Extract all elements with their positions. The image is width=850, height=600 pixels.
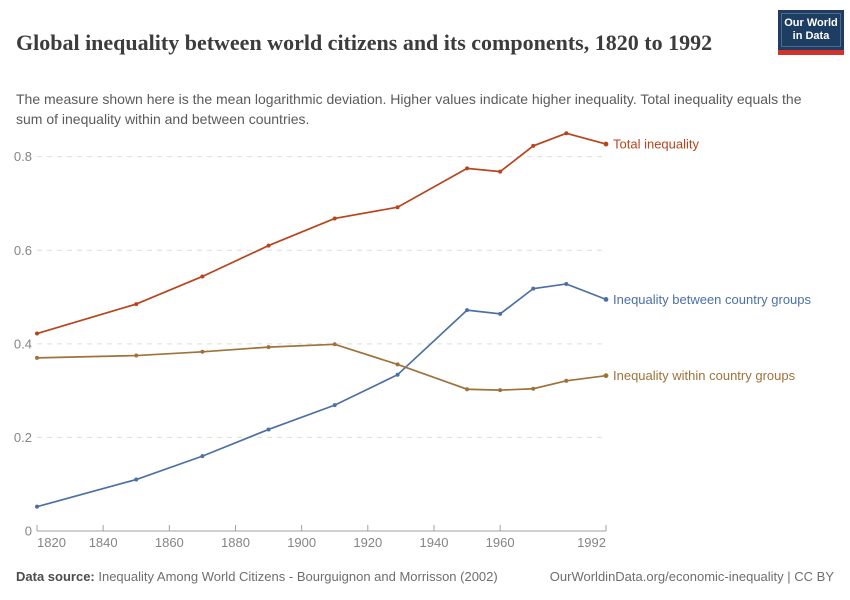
series-line-inequality-between-country-groups[interactable]: [36, 283, 607, 508]
chart-footer: Data source: Inequality Among World Citi…: [16, 569, 834, 584]
chart-title: Global inequality between world citizens…: [16, 29, 713, 55]
data-point-inequality-within-country-groups-1970[interactable]: [531, 386, 536, 391]
x-axis-label-1880: 1880: [221, 535, 250, 550]
series-label-inequality-between-country-groups[interactable]: Inequality between country groups: [613, 292, 812, 307]
data-source-text: Inequality Among World Citizens - Bourgu…: [94, 569, 498, 584]
data-point-total-inequality-1850[interactable]: [134, 302, 139, 307]
data-point-inequality-within-country-groups-1890[interactable]: [266, 345, 271, 350]
data-point-inequality-between-country-groups-1820[interactable]: [35, 504, 39, 509]
data-point-total-inequality-1992[interactable]: [603, 141, 609, 147]
series-label-total-inequality[interactable]: Total inequality: [613, 137, 699, 152]
data-point-inequality-between-country-groups-1890[interactable]: [266, 427, 271, 432]
y-axis-label-0.6: 0.6: [14, 243, 32, 258]
data-point-inequality-within-country-groups-1870[interactable]: [200, 349, 205, 354]
data-point-inequality-within-country-groups-1992[interactable]: [603, 373, 609, 379]
data-point-total-inequality-1929[interactable]: [395, 205, 400, 210]
data-point-inequality-between-country-groups-1910[interactable]: [332, 403, 337, 408]
y-axis-label-0: 0: [25, 524, 32, 539]
x-axis-label-1920: 1920: [353, 535, 382, 550]
owid-logo-frame: Our World in Data: [781, 13, 841, 47]
data-point-inequality-within-country-groups-1929[interactable]: [395, 362, 400, 367]
owid-logo-line2: in Data: [792, 30, 830, 42]
data-point-inequality-within-country-groups-1980[interactable]: [564, 378, 569, 383]
data-source-label: Data source:: [16, 569, 95, 584]
y-axis-label-0.2: 0.2: [14, 430, 32, 445]
data-point-total-inequality-1960[interactable]: [498, 169, 503, 174]
data-point-inequality-within-country-groups-1820[interactable]: [35, 355, 39, 360]
x-axis-label-1992: 1992: [577, 535, 606, 550]
owid-logo-line1: Our World: [784, 17, 838, 29]
data-point-total-inequality-1910[interactable]: [332, 216, 337, 221]
data-point-total-inequality-1820[interactable]: [35, 331, 39, 336]
credit-link[interactable]: OurWorldinData.org/economic-inequality |…: [549, 569, 834, 584]
x-axis-label-1820: 1820: [37, 535, 66, 550]
series-line-total-inequality[interactable]: [36, 132, 607, 335]
data-point-inequality-between-country-groups-1980[interactable]: [564, 281, 569, 286]
data-point-inequality-between-country-groups-1970[interactable]: [531, 286, 536, 291]
data-point-total-inequality-1870[interactable]: [200, 274, 205, 279]
x-axis-label-1840: 1840: [89, 535, 118, 550]
owid-logo[interactable]: Our World in Data: [778, 10, 844, 55]
data-point-inequality-between-country-groups-1950[interactable]: [465, 308, 470, 313]
series-line-inequality-within-country-groups[interactable]: [36, 343, 607, 392]
data-point-inequality-between-country-groups-1929[interactable]: [395, 372, 400, 377]
data-point-inequality-between-country-groups-1992[interactable]: [603, 296, 609, 302]
data-point-inequality-within-country-groups-1850[interactable]: [134, 353, 139, 358]
data-point-total-inequality-1980[interactable]: [564, 131, 569, 136]
data-point-total-inequality-1890[interactable]: [266, 243, 271, 248]
x-axis-label-1860: 1860: [155, 535, 184, 550]
data-point-inequality-between-country-groups-1960[interactable]: [498, 311, 503, 316]
data-source: Data source: Inequality Among World Citi…: [16, 569, 498, 584]
x-axis-label-1900: 1900: [287, 535, 316, 550]
y-axis-label-0.4: 0.4: [14, 336, 32, 351]
series-label-inequality-within-country-groups[interactable]: Inequality within country groups: [613, 368, 796, 383]
data-point-inequality-within-country-groups-1950[interactable]: [465, 387, 470, 392]
chart-subtitle: The measure shown here is the mean logar…: [16, 91, 802, 127]
data-point-inequality-within-country-groups-1960[interactable]: [498, 388, 503, 393]
x-axis-label-1960: 1960: [486, 535, 515, 550]
data-point-inequality-between-country-groups-1850[interactable]: [134, 477, 139, 482]
data-point-inequality-between-country-groups-1870[interactable]: [200, 454, 205, 459]
data-point-inequality-within-country-groups-1910[interactable]: [332, 342, 337, 347]
y-axis-label-0.8: 0.8: [14, 149, 32, 164]
data-point-total-inequality-1970[interactable]: [531, 143, 536, 148]
data-point-total-inequality-1950[interactable]: [465, 166, 470, 171]
x-axis-label-1940: 1940: [420, 535, 449, 550]
